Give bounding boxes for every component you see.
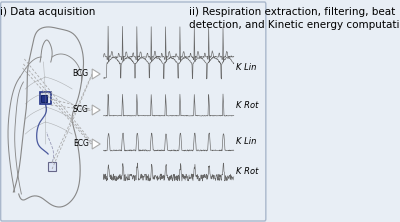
FancyBboxPatch shape bbox=[40, 93, 51, 105]
Text: K Lin: K Lin bbox=[236, 137, 256, 147]
Text: ii) Respiration extraction, filtering, beat
detection, and Kinetic energy comput: ii) Respiration extraction, filtering, b… bbox=[189, 7, 400, 30]
Polygon shape bbox=[92, 139, 100, 149]
FancyBboxPatch shape bbox=[41, 95, 47, 102]
Text: K Lin: K Lin bbox=[236, 63, 256, 73]
Text: K Rot: K Rot bbox=[236, 168, 258, 176]
Text: SCG: SCG bbox=[73, 105, 89, 115]
Text: K Rot: K Rot bbox=[236, 101, 258, 109]
FancyBboxPatch shape bbox=[48, 161, 56, 170]
FancyBboxPatch shape bbox=[1, 2, 266, 221]
Text: i) Data acquisition: i) Data acquisition bbox=[0, 7, 96, 17]
Text: BCG: BCG bbox=[73, 69, 89, 79]
Polygon shape bbox=[92, 69, 100, 79]
Polygon shape bbox=[92, 105, 100, 115]
Text: ECG: ECG bbox=[73, 139, 89, 149]
